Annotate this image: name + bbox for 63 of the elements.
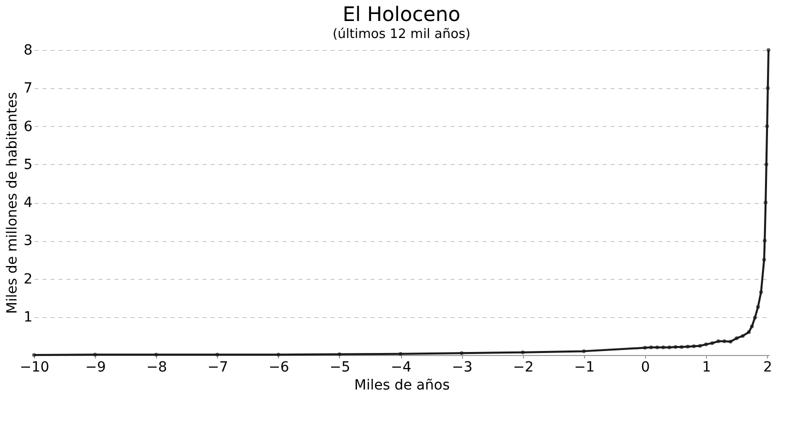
point: [668, 346, 672, 350]
point: [338, 352, 342, 356]
point: [762, 258, 766, 262]
point: [398, 352, 402, 356]
x-axis-title: Miles de años: [354, 378, 450, 394]
y-tick-label: 5: [24, 156, 32, 173]
point: [750, 324, 754, 328]
point: [753, 316, 757, 320]
x-tick-label: −3: [452, 360, 472, 376]
x-tick-label: 0: [641, 360, 650, 376]
point: [93, 352, 97, 356]
y-tick-label: 2: [24, 271, 32, 288]
x-tick-label: −1: [574, 360, 595, 376]
x-tick-label: 2: [763, 360, 772, 376]
point: [756, 305, 760, 309]
chart-subtitle: (últimos 12 mil años): [332, 27, 470, 42]
y-tick-label: 7: [24, 80, 32, 97]
point: [698, 344, 702, 348]
point: [740, 334, 745, 338]
point: [746, 330, 751, 334]
point: [766, 86, 770, 90]
x-tick-label: −2: [512, 360, 534, 376]
y-axis-title: Miles de millones de habitantes: [4, 92, 21, 314]
point: [710, 341, 714, 346]
point: [716, 339, 720, 344]
x-tick-label: −6: [268, 360, 290, 376]
point: [649, 346, 653, 350]
point: [764, 162, 768, 166]
y-tick-label: 4: [24, 195, 33, 211]
point: [643, 346, 647, 350]
point: [460, 351, 464, 355]
point: [520, 350, 525, 354]
point: [661, 346, 666, 350]
point: [674, 345, 678, 349]
point: [722, 339, 726, 344]
y-tick-label: 6: [24, 118, 33, 135]
point: [759, 290, 763, 294]
point: [154, 352, 158, 356]
point: [276, 352, 280, 356]
point: [215, 352, 220, 356]
x-tick-label: −7: [207, 360, 228, 376]
point: [582, 349, 586, 354]
point: [686, 344, 690, 348]
chart-title: El Holoceno: [342, 2, 460, 26]
x-tick-label: −10: [20, 360, 50, 376]
point: [765, 124, 769, 128]
x-tick-label: −8: [146, 360, 168, 376]
y-tick-label: 3: [24, 233, 32, 250]
point: [655, 346, 660, 350]
point: [766, 48, 770, 52]
point: [692, 344, 696, 348]
x-tick-label: −9: [85, 360, 106, 376]
point: [680, 345, 684, 349]
x-tick-label: −5: [330, 360, 350, 376]
x-tick-label: −4: [390, 360, 412, 376]
point: [764, 200, 768, 204]
point: [728, 340, 732, 344]
y-tick-label: 1: [24, 309, 32, 326]
x-tick-label: 1: [702, 360, 712, 376]
point: [734, 336, 738, 340]
y-tick-label: 8: [24, 42, 32, 58]
point: [762, 238, 767, 242]
point: [704, 342, 708, 346]
